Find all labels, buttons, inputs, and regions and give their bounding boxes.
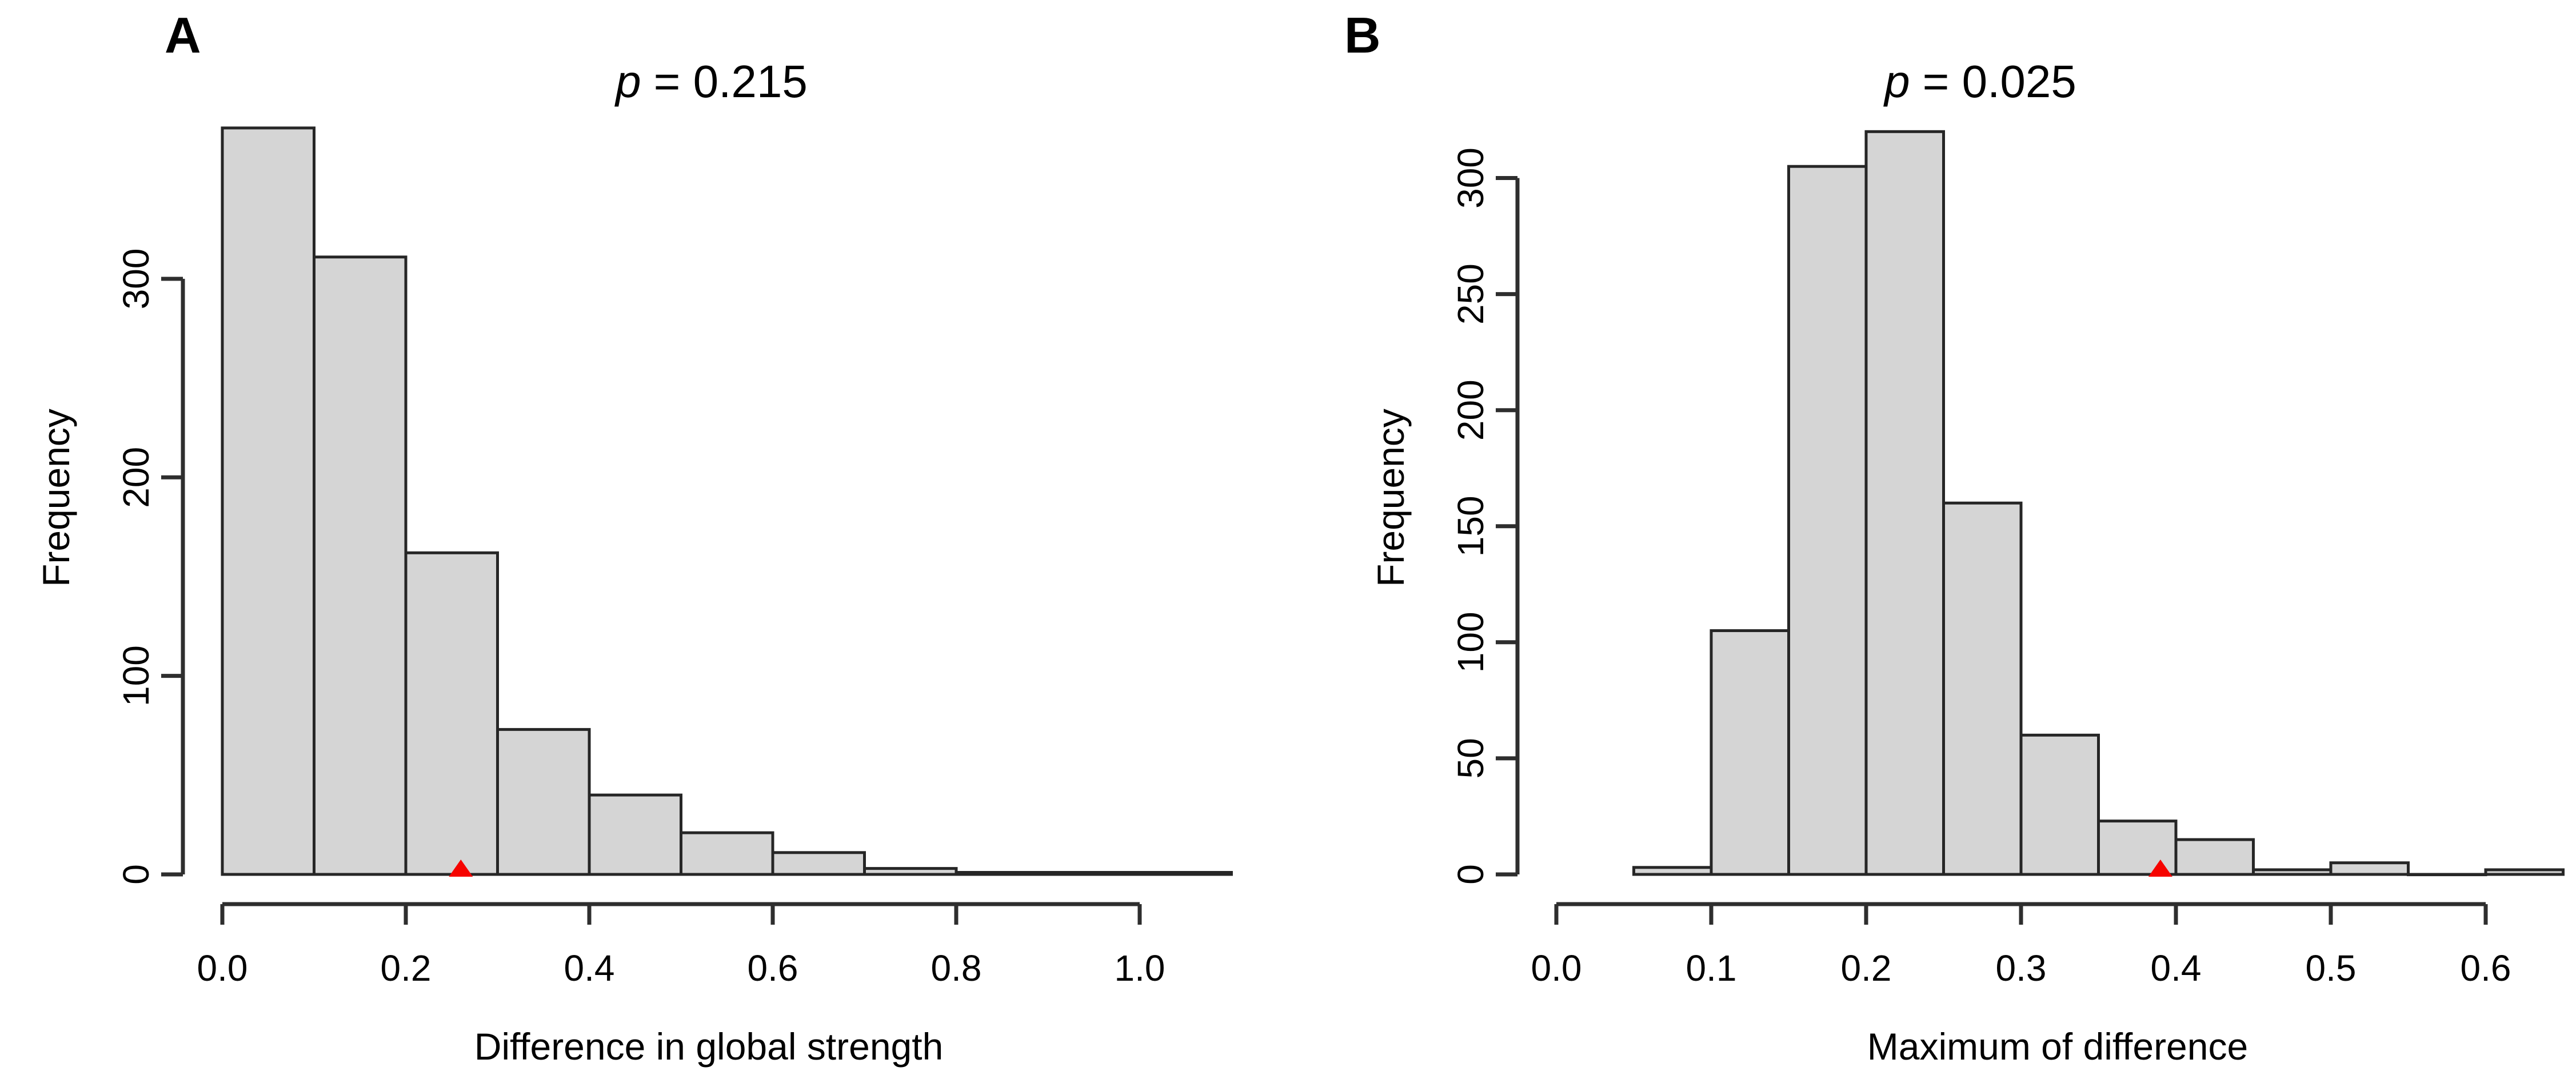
y-axis-tick-label: 300 [1450, 147, 1491, 209]
histogram-bar [496, 728, 591, 876]
histogram-bar [404, 551, 499, 876]
x-axis-tick-label: 0.6 [748, 948, 798, 989]
histogram-bar [221, 126, 315, 876]
histogram-bar [1138, 871, 1233, 876]
panel-a-bars [221, 126, 1233, 876]
panel-a-observed-value-marker [449, 860, 473, 877]
x-axis-tick-label: 0.6 [2461, 948, 2511, 989]
x-axis-tick-label: 0.5 [2306, 948, 2357, 989]
y-axis-tick-label: 300 [115, 249, 157, 310]
histogram-bar [588, 793, 682, 876]
histogram-bar [1710, 629, 1790, 876]
panel-a-title: p = 0.215 [614, 56, 808, 107]
histogram-bar [313, 255, 408, 876]
panel-a-title-value: = 0.215 [654, 56, 808, 107]
histogram-bar [2329, 861, 2410, 876]
panel-a-x-axis: 0.0 0.2 0.4 0.6 0.8 1.0 [197, 902, 1165, 989]
x-axis-tick-label: 0.0 [197, 948, 248, 989]
histogram-bar [954, 871, 1049, 876]
histogram-bar [1864, 130, 1945, 876]
panel-b-y-axis-title: Frequency [1369, 409, 1412, 587]
x-axis-tick-label: 0.3 [1996, 948, 2047, 989]
histogram-bar [771, 851, 866, 876]
panel-a: A p = 0.215 0 100 200 300 0.0 0.2 0.4 0.6 0.8 1.0… [35, 7, 1233, 1068]
x-axis-tick-label: 0.2 [381, 948, 432, 989]
y-axis-tick-label: 200 [1450, 379, 1491, 441]
panel-b-title-p-symbol: p [1883, 56, 1910, 107]
histogram-bar [2484, 868, 2565, 876]
y-axis-tick-label: 100 [1450, 612, 1491, 673]
y-axis-tick-label: 250 [1450, 263, 1491, 325]
y-axis-tick-label: 150 [1450, 495, 1491, 557]
panel-b-x-axis: 0.0 0.1 0.2 0.3 0.4 0.5 0.6 [1531, 902, 2511, 989]
panel-b-bars [1632, 130, 2565, 877]
x-axis-tick-label: 0.2 [1841, 948, 1892, 989]
panel-a-y-axis-title: Frequency [35, 409, 77, 587]
histogram-bar [2407, 873, 2487, 877]
y-axis-tick-label: 100 [115, 645, 157, 706]
x-axis-tick-label: 0.4 [564, 948, 615, 989]
panel-b-title: p = 0.025 [1883, 56, 2076, 107]
panel-b-x-axis-title: Maximum of difference [1867, 1025, 2248, 1068]
histogram-bar [1942, 501, 2023, 876]
x-axis-tick-label: 1.0 [1115, 948, 1165, 989]
histogram-bar [1047, 871, 1141, 876]
histogram-bar [863, 867, 958, 876]
histogram-bar [2252, 868, 2333, 876]
panel-a-title-p-symbol: p [614, 56, 641, 107]
y-axis-tick-label: 0 [115, 864, 157, 885]
x-axis-tick-label: 0.4 [2151, 948, 2202, 989]
panel-a-x-axis-title: Difference in global strength [474, 1025, 944, 1068]
histogram-bar [2019, 733, 2100, 876]
y-axis-tick-label: 200 [115, 447, 157, 508]
histogram-bar [2174, 838, 2255, 876]
panel-b-title-value: = 0.025 [1923, 56, 2076, 107]
panel-b-observed-value-marker [2148, 860, 2172, 877]
y-axis-tick-label: 0 [1450, 864, 1491, 885]
histogram-bar [1632, 866, 1713, 876]
x-axis-tick-label: 0.1 [1686, 948, 1737, 989]
histogram-bar [680, 831, 774, 876]
panel-a-letter: A [165, 7, 201, 63]
panel-a-y-axis: 0 100 200 300 [115, 249, 185, 885]
panel-b-y-axis: 0 50 100 150 200 250 300 [1450, 147, 1520, 885]
x-axis-tick-label: 0.0 [1531, 948, 1582, 989]
y-axis-tick-label: 50 [1450, 738, 1491, 778]
histogram-bar [1787, 165, 1868, 876]
panel-b-letter: B [1344, 7, 1381, 63]
x-axis-tick-label: 0.8 [931, 948, 982, 989]
